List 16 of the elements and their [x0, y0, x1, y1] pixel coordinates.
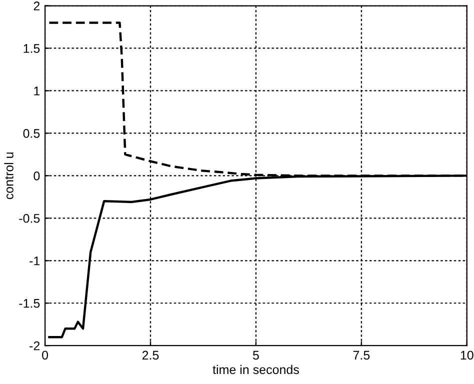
y-tick-label: 0.5: [23, 129, 40, 138]
y-axis-title: control u: [4, 152, 14, 200]
y-tick-label: -1.5: [19, 299, 40, 308]
x-tick-label: 2.5: [142, 350, 159, 360]
y-tick-label: -0.5: [19, 214, 40, 223]
y-tick-label: 0: [34, 171, 40, 180]
x-tick-label: 0: [42, 350, 48, 360]
y-tick-label: 2: [34, 2, 40, 10]
y-tick-label: 1.5: [24, 44, 40, 53]
x-axis-title: time in seconds: [212, 364, 299, 374]
y-tick-label: -1: [30, 256, 40, 266]
x-tick-label: 5: [252, 350, 259, 360]
x-tick-label: 10: [460, 350, 474, 360]
y-tick-label: 1: [34, 86, 40, 96]
y-tick-label: -2: [30, 341, 40, 350]
x-tick-label: 7.5: [353, 350, 370, 360]
